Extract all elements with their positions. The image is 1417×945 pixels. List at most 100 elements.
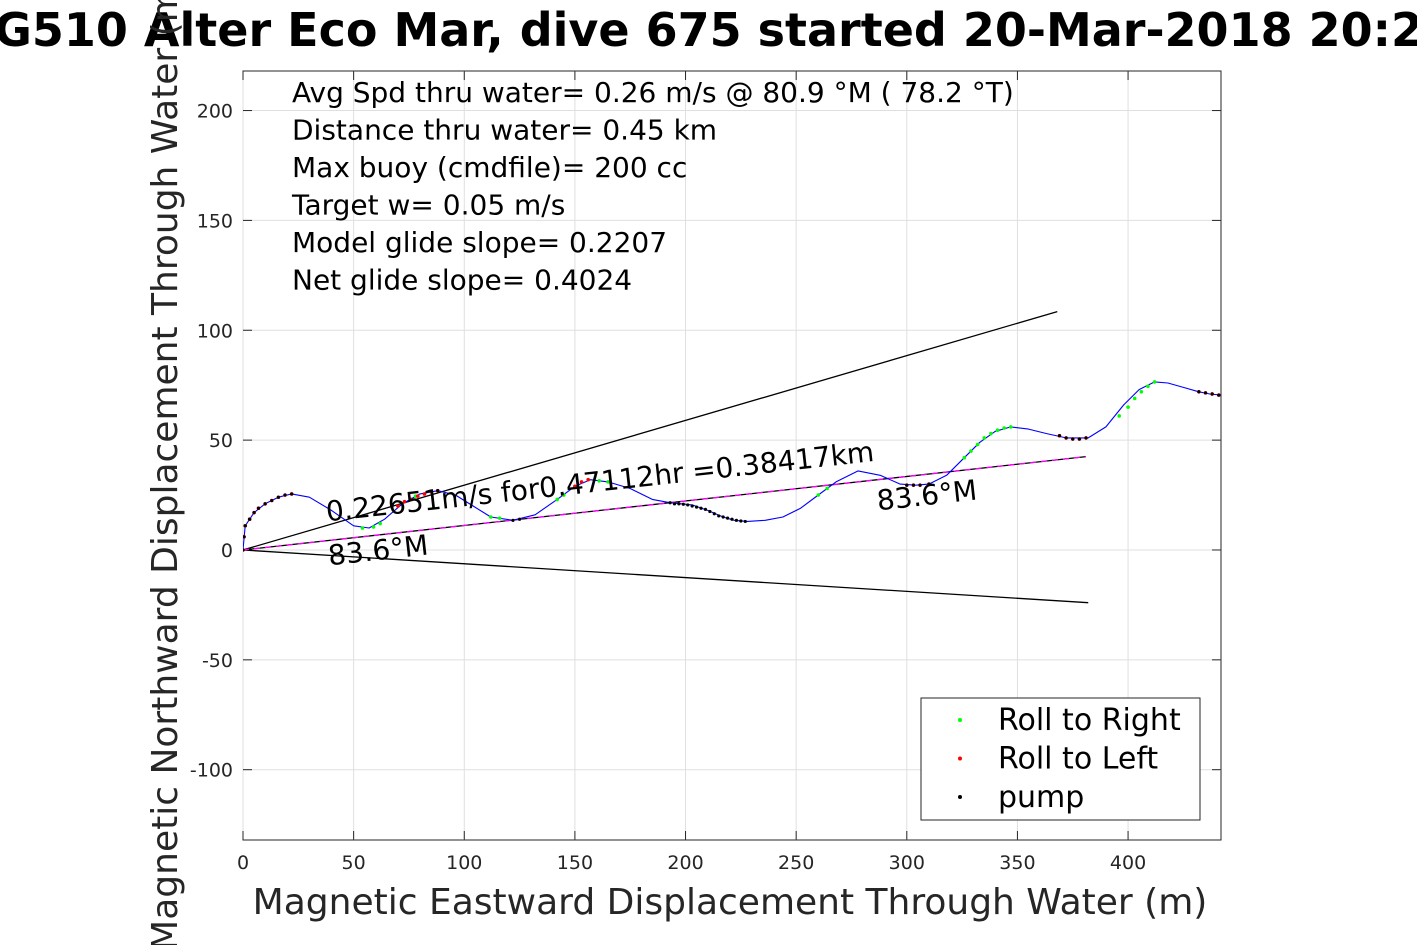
pump-point — [1064, 436, 1068, 440]
pump-point — [256, 506, 261, 510]
roll-left-point — [429, 489, 433, 494]
roll-right-point — [597, 478, 602, 483]
roll-right-point — [825, 486, 829, 491]
info-line: Model glide slope= 0.2207 — [292, 226, 667, 259]
roll-right-point — [995, 428, 1000, 433]
roll-right-point — [606, 480, 610, 484]
x-tick-label: 100 — [446, 852, 482, 874]
roll-right-point — [1117, 414, 1122, 418]
roll-right-point — [1008, 425, 1013, 429]
info-text-block: Avg Spd thru water= 0.26 m/s @ 80.9 °M (… — [291, 76, 1014, 297]
pump-point — [511, 518, 515, 522]
legend-marker — [958, 718, 962, 722]
legend-marker — [958, 756, 962, 761]
roll-left-point — [409, 497, 413, 502]
pump-point — [1210, 392, 1214, 396]
y-tick-label: -50 — [202, 650, 233, 672]
legend-label: Roll to Right — [998, 703, 1181, 738]
axis-ticks: 0 50 100 150 200 250 300 350 400 -100 -50 0 50 100 150… — [190, 71, 1221, 874]
roll-right-point — [1146, 384, 1150, 389]
legend-label: Roll to Left — [998, 742, 1158, 777]
pump-point — [911, 483, 916, 487]
pump-point — [252, 511, 256, 515]
roll-right-point — [360, 526, 365, 530]
x-tick-label: 400 — [1110, 852, 1146, 874]
pump-point — [1084, 436, 1088, 440]
info-line: Avg Spd thru water= 0.26 m/s @ 80.9 °M (… — [292, 76, 1014, 109]
pump-point — [734, 518, 739, 522]
roll-left-point — [416, 494, 420, 498]
pump-point — [668, 501, 672, 505]
pump-point — [1203, 391, 1208, 395]
info-line: Max buoy (cmdfile)= 200 cc — [292, 151, 687, 184]
roll-right-point — [1126, 405, 1130, 409]
pump-point — [283, 493, 287, 497]
y-axis-label: Magnetic Northward Displacement Through … — [145, 0, 186, 945]
x-tick-label: 300 — [889, 852, 925, 874]
x-tick-label: 50 — [342, 852, 366, 874]
roll-right-point — [982, 436, 987, 440]
pump-point — [1057, 434, 1062, 438]
pump-point — [721, 515, 725, 519]
pump-point — [1197, 390, 1201, 394]
pump-point — [686, 503, 690, 507]
pump-point — [681, 502, 685, 506]
y-tick-label: 200 — [197, 101, 233, 123]
net-displacement-dashed-line — [243, 455, 1087, 551]
roll-left-point — [422, 492, 427, 496]
pump-point — [703, 507, 708, 511]
pump-point — [690, 504, 694, 508]
pump-point — [243, 524, 247, 528]
x-tick-label: 200 — [667, 852, 703, 874]
pump-point — [677, 502, 681, 506]
roll-right-point — [1132, 396, 1137, 401]
roll-right-point — [378, 521, 382, 526]
x-tick-label: 250 — [778, 852, 814, 874]
pump-point — [927, 482, 931, 486]
pump-point — [672, 502, 677, 506]
pump-point — [1071, 437, 1075, 441]
pump-point — [248, 517, 252, 521]
roll-right-point — [989, 431, 993, 436]
info-line: Target w= 0.05 m/s — [291, 189, 565, 222]
pump-point — [436, 489, 440, 493]
x-axis-label: Magnetic Eastward Displacement Through W… — [253, 882, 1208, 923]
x-tick-label: 0 — [237, 852, 249, 874]
roll-right-point — [969, 449, 973, 453]
y-tick-label: -100 — [190, 760, 233, 782]
legend-box — [920, 697, 1201, 821]
pump-point — [276, 495, 281, 499]
roll-right-point — [562, 493, 566, 497]
info-line: Net glide slope= 0.4024 — [292, 264, 632, 297]
roll-left-point — [396, 504, 400, 508]
pump-point — [517, 517, 522, 521]
roll-right-point — [962, 455, 967, 460]
glide-envelope-line — [243, 549, 1089, 604]
legend-label: pump — [998, 780, 1084, 815]
y-tick-label: 150 — [197, 210, 233, 232]
roll-left-point — [402, 499, 407, 504]
pump-point — [918, 483, 922, 487]
roll-left-point — [586, 477, 590, 482]
pump-point — [730, 517, 734, 521]
pump-point — [717, 514, 721, 518]
roll-right-point — [497, 516, 502, 520]
pump-point — [243, 535, 246, 539]
pump-point — [1077, 437, 1081, 441]
y-tick-label: 50 — [209, 430, 233, 452]
info-line: Distance thru water= 0.45 km — [292, 114, 717, 147]
pump-point — [905, 483, 909, 487]
roll-left-point — [573, 484, 577, 489]
pump-point — [712, 512, 716, 516]
pump-point — [725, 516, 730, 520]
pump-point — [739, 519, 743, 523]
pump-point — [270, 498, 274, 503]
roll-right-point — [371, 525, 376, 529]
gridlines — [242, 71, 1221, 840]
roll-right-point — [975, 442, 980, 447]
glide-lines — [243, 310, 1089, 604]
roll-right-point — [816, 493, 821, 497]
x-tick-label: 350 — [999, 852, 1035, 874]
data-points — [243, 380, 1221, 552]
